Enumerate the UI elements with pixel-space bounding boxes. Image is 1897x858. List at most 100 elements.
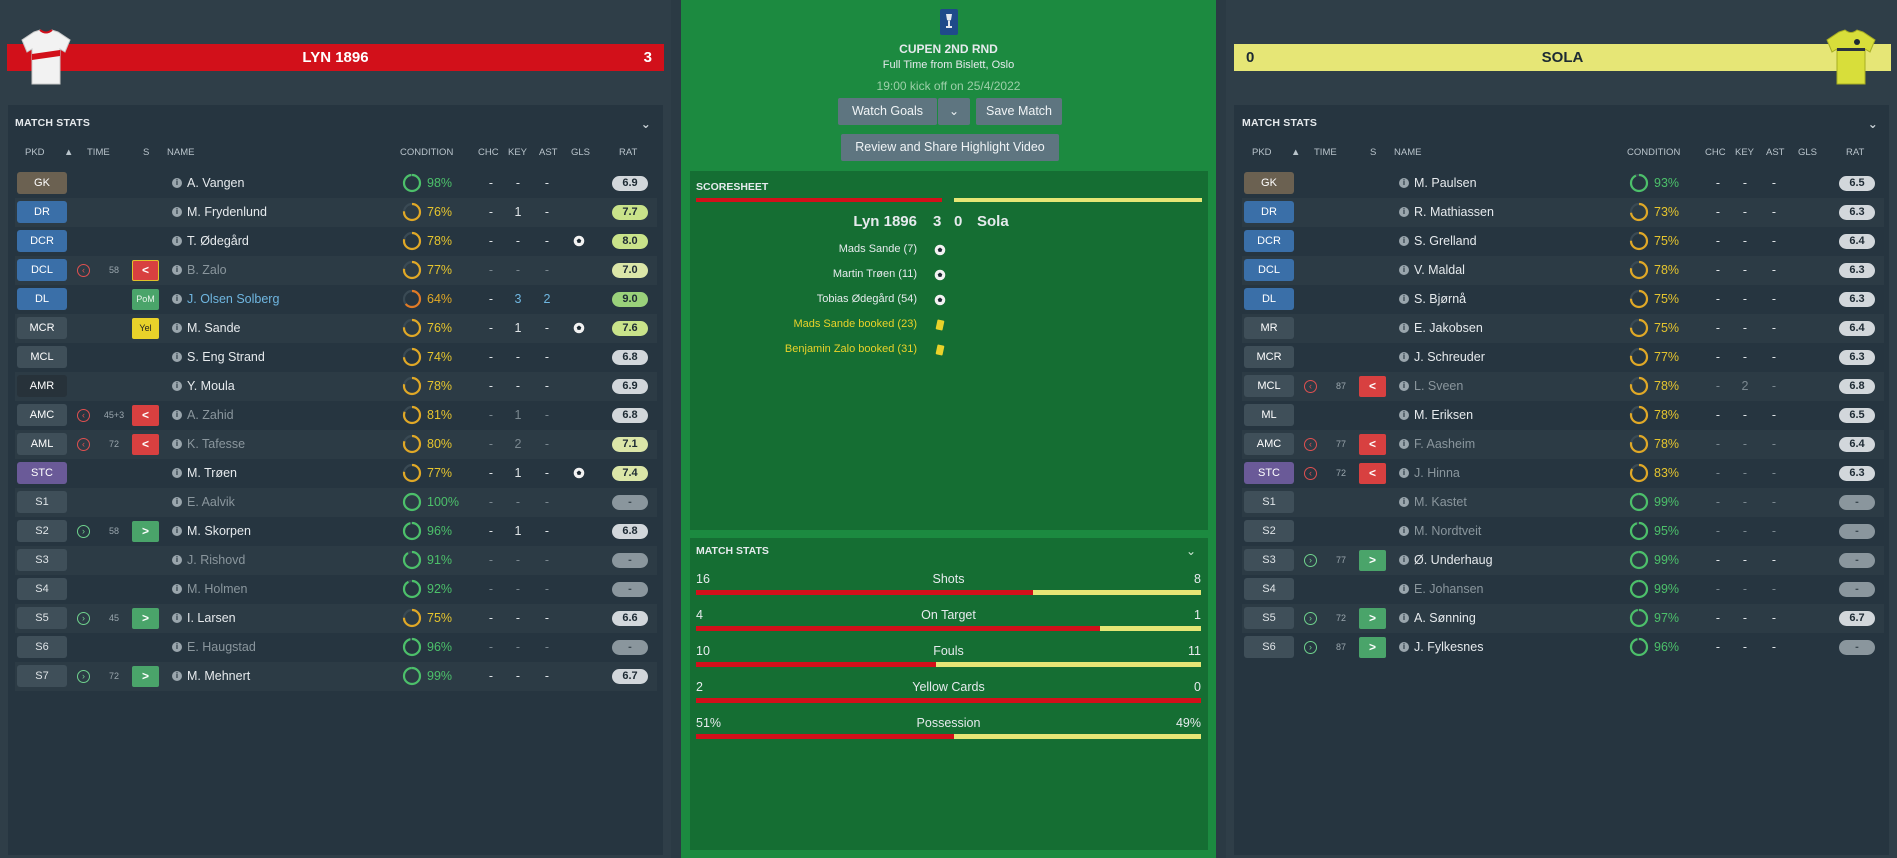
home-match-stats-header[interactable]: MATCH STATS ⌄ <box>15 117 657 133</box>
player-name[interactable]: A. Vangen <box>187 176 245 190</box>
col-gls[interactable]: GLS <box>1798 147 1818 158</box>
info-icon[interactable]: i <box>172 613 182 623</box>
player-name[interactable]: J. Schreuder <box>1414 350 1485 364</box>
col-time[interactable]: TIME <box>87 147 110 158</box>
info-icon[interactable]: i <box>1399 410 1409 420</box>
col-chc[interactable]: CHC <box>1705 147 1726 158</box>
info-icon[interactable]: i <box>172 584 182 594</box>
info-icon[interactable]: i <box>1399 497 1409 507</box>
player-row[interactable]: STC i M. Trøen 77% - 1 - 7.4 <box>15 459 657 488</box>
chevron-down-icon[interactable]: ⌄ <box>640 117 651 131</box>
col-condition[interactable]: CONDITION <box>400 147 454 158</box>
player-row[interactable]: GK i A. Vangen 98% - - - 6.9 <box>15 169 657 198</box>
info-icon[interactable]: i <box>172 265 182 275</box>
player-row[interactable]: DR i M. Frydenlund 76% - 1 - 7.7 <box>15 198 657 227</box>
player-name[interactable]: J. Rishovd <box>187 553 246 567</box>
col-s[interactable]: S <box>1370 147 1377 158</box>
review-highlights-button[interactable]: Review and Share Highlight Video <box>841 134 1059 161</box>
col-rat[interactable]: RAT <box>1846 147 1865 158</box>
player-name[interactable]: M. Frydenlund <box>187 205 267 219</box>
player-row[interactable]: AMR i Y. Moula 78% - - - 6.9 <box>15 372 657 401</box>
player-row[interactable]: S2 › 58 > i M. Skorpen 96% - 1 - 6.8 <box>15 517 657 546</box>
player-name[interactable]: F. Aasheim <box>1414 437 1476 451</box>
col-chc[interactable]: CHC <box>478 147 499 158</box>
player-row[interactable]: S3 › 77 > i Ø. Underhaug 99% - - - - <box>1242 546 1884 575</box>
player-row[interactable]: DR i R. Mathiassen 73% - - - 6.3 <box>1242 198 1884 227</box>
info-icon[interactable]: i <box>1399 555 1409 565</box>
player-name[interactable]: J. Fylkesnes <box>1414 640 1484 654</box>
col-name[interactable]: NAME <box>167 147 195 158</box>
col-key[interactable]: KEY <box>1735 147 1755 158</box>
player-name[interactable]: K. Tafesse <box>187 437 246 451</box>
col-ast[interactable]: AST <box>539 147 558 158</box>
player-name[interactable]: S. Grelland <box>1414 234 1477 248</box>
info-icon[interactable]: i <box>1399 439 1409 449</box>
player-row[interactable]: S1 i E. Aalvik 100% - - - - <box>15 488 657 517</box>
col-rat[interactable]: RAT <box>619 147 638 158</box>
player-row[interactable]: MCL i S. Eng Strand 74% - - - 6.8 <box>15 343 657 372</box>
player-name[interactable]: E. Jakobsen <box>1414 321 1483 335</box>
info-icon[interactable]: i <box>1399 294 1409 304</box>
player-name[interactable]: M. Kastet <box>1414 495 1467 509</box>
player-row[interactable]: S7 › 72 > i M. Mehnert 99% - - - 6.7 <box>15 662 657 691</box>
player-name[interactable]: E. Johansen <box>1414 582 1484 596</box>
chevron-down-icon[interactable]: ⌄ <box>1185 544 1196 558</box>
info-icon[interactable]: i <box>1399 642 1409 652</box>
player-name[interactable]: T. Ødegård <box>187 234 249 248</box>
player-name[interactable]: R. Mathiassen <box>1414 205 1494 219</box>
info-icon[interactable]: i <box>1399 613 1409 623</box>
player-row[interactable]: DCR i S. Grelland 75% - - - 6.4 <box>1242 227 1884 256</box>
player-row[interactable]: AML ‹ 72 < i K. Tafesse 80% - 2 - 7.1 <box>15 430 657 459</box>
player-row[interactable]: MR i E. Jakobsen 75% - - - 6.4 <box>1242 314 1884 343</box>
info-icon[interactable]: i <box>172 381 182 391</box>
player-row[interactable]: MCL ‹ 87 < i L. Sveen 78% - 2 - 6.8 <box>1242 372 1884 401</box>
info-icon[interactable]: i <box>1399 381 1409 391</box>
player-row[interactable]: DL PoM i J. Olsen Solberg 64% - 3 2 9.0 <box>15 285 657 314</box>
info-icon[interactable]: i <box>172 497 182 507</box>
info-icon[interactable]: i <box>1399 207 1409 217</box>
player-row[interactable]: S2 i M. Nordtveit 95% - - - - <box>1242 517 1884 546</box>
col-key[interactable]: KEY <box>508 147 528 158</box>
info-icon[interactable]: i <box>1399 178 1409 188</box>
player-name[interactable]: E. Haugstad <box>187 640 256 654</box>
player-name[interactable]: I. Larsen <box>187 611 236 625</box>
player-row[interactable]: S6 i E. Haugstad 96% - - - - <box>15 633 657 662</box>
watch-goals-dropdown[interactable]: ⌄ <box>938 98 970 125</box>
player-row[interactable]: AMC ‹ 45+3 < i A. Zahid 81% - 1 - 6.8 <box>15 401 657 430</box>
info-icon[interactable]: i <box>172 410 182 420</box>
player-name[interactable]: A. Sønning <box>1414 611 1476 625</box>
player-row[interactable]: MCR i J. Schreuder 77% - - - 6.3 <box>1242 343 1884 372</box>
player-name[interactable]: M. Skorpen <box>187 524 251 538</box>
info-icon[interactable]: i <box>172 526 182 536</box>
info-icon[interactable]: i <box>172 207 182 217</box>
info-icon[interactable]: i <box>172 555 182 565</box>
player-name[interactable]: B. Zalo <box>187 263 227 277</box>
info-icon[interactable]: i <box>172 352 182 362</box>
player-name[interactable]: A. Zahid <box>187 408 234 422</box>
player-row[interactable]: AMC ‹ 77 < i F. Aasheim 78% - - - 6.4 <box>1242 430 1884 459</box>
player-row[interactable]: S4 i E. Johansen 99% - - - - <box>1242 575 1884 604</box>
info-icon[interactable]: i <box>1399 468 1409 478</box>
player-name[interactable]: M. Sande <box>187 321 241 335</box>
player-row[interactable]: GK i M. Paulsen 93% - - - 6.5 <box>1242 169 1884 198</box>
col-name[interactable]: NAME <box>1394 147 1422 158</box>
player-name[interactable]: J. Hinna <box>1414 466 1460 480</box>
player-row[interactable]: S3 i J. Rishovd 91% - - - - <box>15 546 657 575</box>
player-name[interactable]: V. Maldal <box>1414 263 1465 277</box>
player-name[interactable]: Y. Moula <box>187 379 235 393</box>
player-name[interactable]: M. Eriksen <box>1414 408 1474 422</box>
info-icon[interactable]: i <box>172 671 182 681</box>
away-team-bar[interactable]: SOLA 0 <box>1234 44 1891 71</box>
player-row[interactable]: S4 i M. Holmen 92% - - - - <box>15 575 657 604</box>
info-icon[interactable]: i <box>172 178 182 188</box>
player-row[interactable]: MCR Yel i M. Sande 76% - 1 - 7.6 <box>15 314 657 343</box>
player-name[interactable]: M. Nordtveit <box>1414 524 1482 538</box>
info-icon[interactable]: i <box>1399 584 1409 594</box>
player-name[interactable]: M. Trøen <box>187 466 238 480</box>
col-s[interactable]: S <box>143 147 150 158</box>
col-pkd[interactable]: PKD <box>1252 147 1272 158</box>
player-name[interactable]: Ø. Underhaug <box>1414 553 1493 567</box>
player-row[interactable]: S5 › 45 > i I. Larsen 75% - - - 6.6 <box>15 604 657 633</box>
col-gls[interactable]: GLS <box>571 147 591 158</box>
info-icon[interactable]: i <box>1399 323 1409 333</box>
